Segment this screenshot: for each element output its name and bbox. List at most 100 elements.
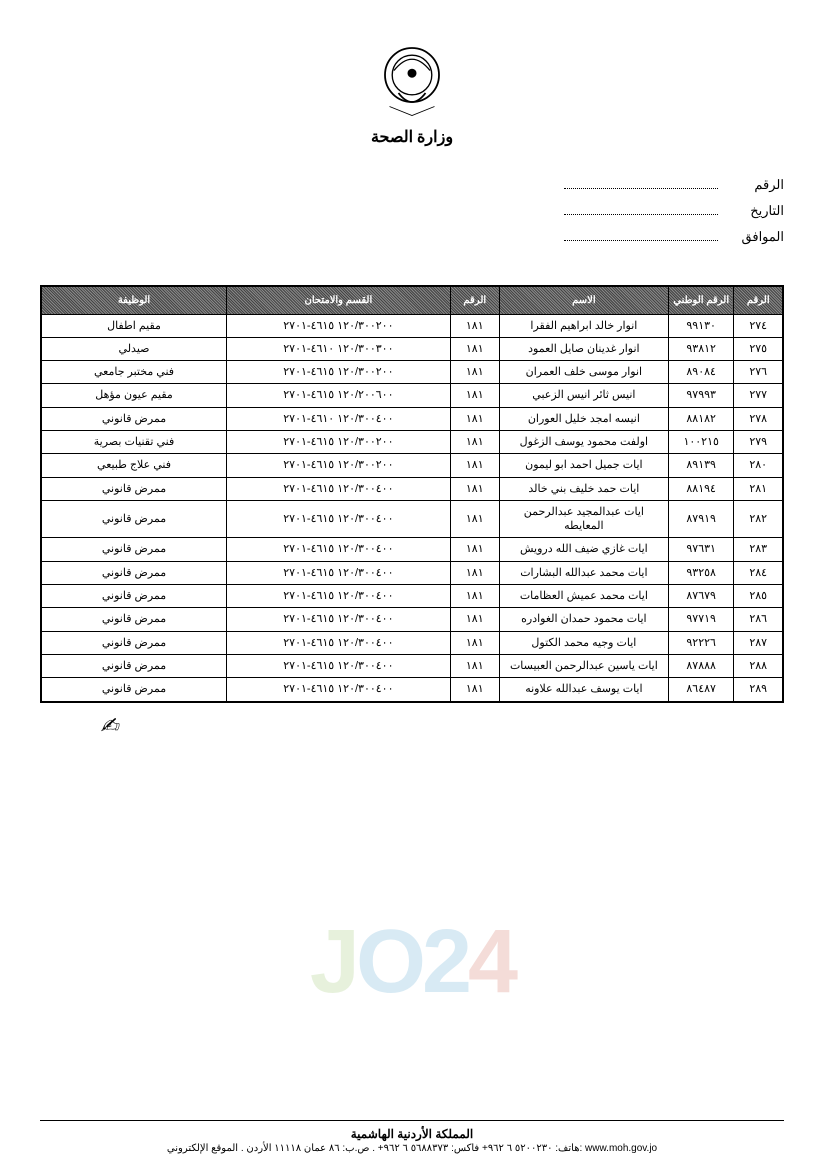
cell-seq: ٢٧٤: [734, 314, 783, 337]
cell-name: ايات عبدالمجيد عبدالرحمن المعايطه: [499, 500, 668, 538]
cell-num: ١٨١: [450, 337, 499, 360]
table-row: ٢٧٧٩٧٩٩٣انيس ثائر انيس الزعبي١٨١١٢٠/٢٠٠٦…: [41, 384, 783, 407]
cell-seq: ٢٨٥: [734, 585, 783, 608]
cell-num: ١٨١: [450, 538, 499, 561]
header-emblem: وزارة الصحة: [40, 30, 784, 147]
page: وزارة الصحة الرقم التاريخ الموافق الرقم …: [0, 0, 824, 1174]
cell-seq: ٢٨١: [734, 477, 783, 500]
table-header: الرقم الرقم الوطني الاسم الرقم القسم وال…: [41, 286, 783, 314]
meta-corresponding-label: الموافق: [724, 229, 784, 245]
cell-num: ١٨١: [450, 384, 499, 407]
cell-code: ١٢٠/٣٠٠٤٠٠ ٤٦١٥-٢٧٠١: [227, 631, 451, 654]
cell-seq: ٢٨٠: [734, 454, 783, 477]
table-body: ٢٧٤٩٩١٣٠انوار خالد ابراهيم الفقرا١٨١١٢٠/…: [41, 314, 783, 702]
watermark-o: O: [356, 912, 422, 1012]
cell-id: ٩٧٦٣١: [668, 538, 733, 561]
footer-country: المملكة الأردنية الهاشمية: [40, 1127, 784, 1141]
cell-id: ٩٣٢٥٨: [668, 561, 733, 584]
cell-code: ١٢٠/٣٠٠٢٠٠ ٤٦١٥-٢٧٠١: [227, 361, 451, 384]
cell-code: ١٢٠/٣٠٠٢٠٠ ٤٦١٥-٢٧٠١: [227, 314, 451, 337]
cell-name: اولفت محمود يوسف الزغول: [499, 430, 668, 453]
th-seq: الرقم: [734, 286, 783, 314]
cell-id: ٨٦٤٨٧: [668, 678, 733, 702]
cell-id: ٨٧٨٨٨: [668, 654, 733, 677]
cell-code: ١٢٠/٣٠٠٤٠٠ ٤٦١٥-٢٧٠١: [227, 654, 451, 677]
cell-name: ايات يوسف عبدالله علاونه: [499, 678, 668, 702]
signature-mark: ✍︎: [40, 713, 784, 739]
cell-role: ممرض قانوني: [41, 538, 227, 561]
cell-name: ايات ياسين عبدالرحمن العبيسات: [499, 654, 668, 677]
cell-num: ١٨١: [450, 500, 499, 538]
cell-name: انيسه امجد خليل العوران: [499, 407, 668, 430]
cell-seq: ٢٨٩: [734, 678, 783, 702]
cell-code: ١٢٠/٣٠٠٤٠٠ ٤٦١٥-٢٧٠١: [227, 608, 451, 631]
footer-contact: هاتف: ٥٢٠٠٢٣٠ ٦ ٩٦٢+ فاكس: ٥٦٨٨٣٧٣ ٦ ٩٦٢…: [40, 1143, 784, 1154]
cell-num: ١٨١: [450, 585, 499, 608]
data-table: الرقم الرقم الوطني الاسم الرقم القسم وال…: [40, 285, 784, 703]
cell-seq: ٢٧٧: [734, 384, 783, 407]
cell-name: ايات محمد عبدالله البشارات: [499, 561, 668, 584]
cell-name: انوار خالد ابراهيم الفقرا: [499, 314, 668, 337]
table-row: ٢٨٥٨٧٦٧٩ايات محمد عميش العظامات١٨١١٢٠/٣٠…: [41, 585, 783, 608]
cell-role: ممرض قانوني: [41, 631, 227, 654]
cell-code: ١٢٠/٣٠٠٤٠٠ ٤٦١٥-٢٧٠١: [227, 561, 451, 584]
cell-role: ممرض قانوني: [41, 561, 227, 584]
table-row: ٢٧٩١٠٠٢١٥اولفت محمود يوسف الزغول١٨١١٢٠/٣…: [41, 430, 783, 453]
meta-number-label: الرقم: [724, 177, 784, 193]
table-row: ٢٧٨٨٨١٨٢انيسه امجد خليل العوران١٨١١٢٠/٣٠…: [41, 407, 783, 430]
watermark-2: 2: [422, 912, 468, 1012]
emblem-icon: [367, 30, 457, 120]
cell-role: ممرض قانوني: [41, 477, 227, 500]
cell-role: فني تقنيات بصرية: [41, 430, 227, 453]
cell-role: ممرض قانوني: [41, 407, 227, 430]
cell-role: مقيم عيون مؤهل: [41, 384, 227, 407]
table-row: ٢٨٧٩٢٢٢٦ايات وجيه محمد الكتول١٨١١٢٠/٣٠٠٤…: [41, 631, 783, 654]
cell-id: ٨٩٠٨٤: [668, 361, 733, 384]
cell-role: مقيم اطفال: [41, 314, 227, 337]
cell-code: ١٢٠/٢٠٠٦٠٠ ٤٦١٥-٢٧٠١: [227, 384, 451, 407]
cell-id: ٨٩١٣٩: [668, 454, 733, 477]
cell-code: ١٢٠/٣٠٠٣٠٠ ٤٦١٠-٢٧٠١: [227, 337, 451, 360]
cell-seq: ٢٧٩: [734, 430, 783, 453]
cell-name: انيس ثائر انيس الزعبي: [499, 384, 668, 407]
cell-role: فني علاج طبيعي: [41, 454, 227, 477]
cell-id: ٨٨١٨٢: [668, 407, 733, 430]
table-row: ٢٨٤٩٣٢٥٨ايات محمد عبدالله البشارات١٨١١٢٠…: [41, 561, 783, 584]
cell-num: ١٨١: [450, 477, 499, 500]
cell-name: ايات وجيه محمد الكتول: [499, 631, 668, 654]
cell-num: ١٨١: [450, 361, 499, 384]
watermark-4: 4: [468, 912, 514, 1012]
cell-name: ايات جميل احمد ابو ليمون: [499, 454, 668, 477]
cell-role: فني مختبر جامعي: [41, 361, 227, 384]
cell-seq: ٢٨٨: [734, 654, 783, 677]
meta-corresponding-dots: [564, 231, 718, 241]
table-row: ٢٨٠٨٩١٣٩ايات جميل احمد ابو ليمون١٨١١٢٠/٣…: [41, 454, 783, 477]
cell-role: ممرض قانوني: [41, 678, 227, 702]
watermark-j: J: [310, 912, 356, 1012]
table-row: ٢٧٤٩٩١٣٠انوار خالد ابراهيم الفقرا١٨١١٢٠/…: [41, 314, 783, 337]
cell-seq: ٢٨٤: [734, 561, 783, 584]
cell-role: ممرض قانوني: [41, 585, 227, 608]
cell-code: ١٢٠/٣٠٠٤٠٠ ٤٦١٥-٢٧٠١: [227, 678, 451, 702]
cell-role: ممرض قانوني: [41, 608, 227, 631]
table-row: ٢٨٨٨٧٨٨٨ايات ياسين عبدالرحمن العبيسات١٨١…: [41, 654, 783, 677]
table-row: ٢٨٩٨٦٤٨٧ايات يوسف عبدالله علاونه١٨١١٢٠/٣…: [41, 678, 783, 702]
cell-seq: ٢٨٧: [734, 631, 783, 654]
cell-name: ايات حمد خليف بني خالد: [499, 477, 668, 500]
cell-id: ٩٩١٣٠: [668, 314, 733, 337]
cell-id: ٩٢٢٢٦: [668, 631, 733, 654]
cell-id: ٨٧٦٧٩: [668, 585, 733, 608]
cell-name: ايات محمود حمدان الغوادره: [499, 608, 668, 631]
cell-code: ١٢٠/٣٠٠٤٠٠ ٤٦١٥-٢٧٠١: [227, 477, 451, 500]
footer: المملكة الأردنية الهاشمية هاتف: ٥٢٠٠٢٣٠ …: [40, 1120, 784, 1154]
cell-seq: ٢٧٨: [734, 407, 783, 430]
cell-code: ١٢٠/٣٠٠٤٠٠ ٤٦١٠-٢٧٠١: [227, 407, 451, 430]
table-row: ٢٧٥٩٣٨١٢انوار غدينان صايل العمود١٨١١٢٠/٣…: [41, 337, 783, 360]
meta-number: الرقم: [564, 177, 784, 193]
cell-name: انوار موسى خلف العمران: [499, 361, 668, 384]
cell-id: ١٠٠٢١٥: [668, 430, 733, 453]
cell-id: ٩٧٩٩٣: [668, 384, 733, 407]
cell-num: ١٨١: [450, 631, 499, 654]
cell-seq: ٢٧٦: [734, 361, 783, 384]
cell-role: صيدلي: [41, 337, 227, 360]
